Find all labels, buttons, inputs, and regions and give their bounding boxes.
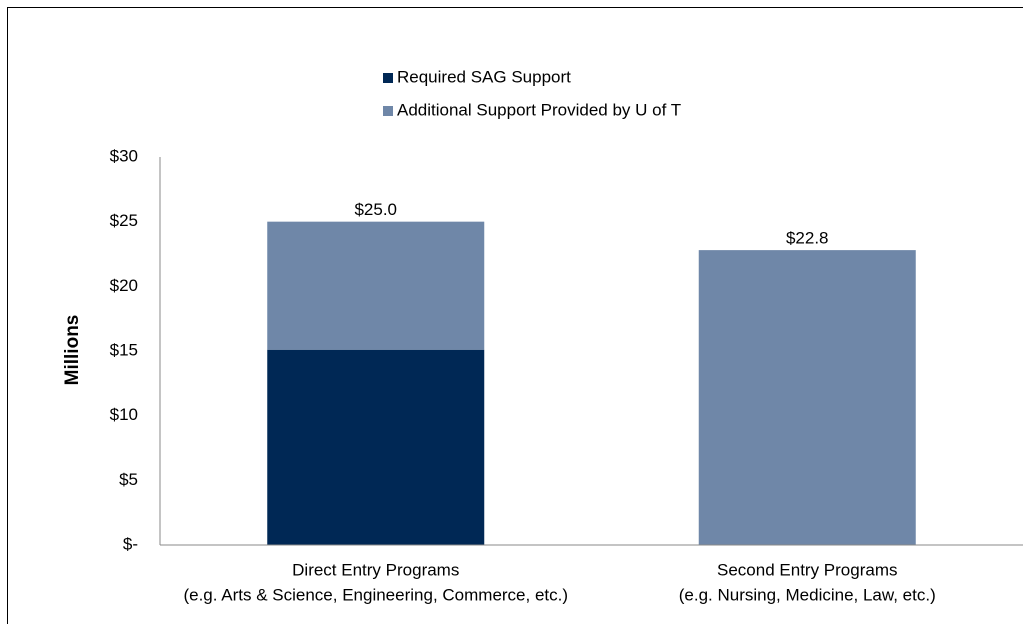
legend-label: Required SAG Support (397, 67, 571, 86)
x-tick-label: Direct Entry Programs (292, 560, 459, 579)
legend-label: Additional Support Provided by U of T (397, 100, 681, 119)
x-tick-label: Second Entry Programs (717, 560, 897, 579)
total-label: $22.8 (786, 229, 829, 248)
legend-swatch (383, 73, 393, 83)
y-axis-label: Millions (62, 315, 83, 386)
bar-segment (698, 250, 916, 545)
y-tick-label: $20 (110, 276, 138, 295)
x-tick-detail: (e.g. Nursing, Medicine, Law, etc.) (679, 585, 936, 604)
y-tick-label: $- (123, 534, 138, 553)
legend-swatch (383, 106, 393, 116)
y-tick-label: $10 (110, 405, 138, 424)
bar-segment (267, 221, 485, 350)
x-tick-detail: (e.g. Arts & Science, Engineering, Comme… (183, 585, 568, 604)
total-label: $25.0 (354, 200, 397, 219)
bar-segment (267, 349, 485, 545)
frame (7, 7, 1023, 624)
y-tick-label: $30 (110, 146, 138, 165)
y-tick-label: $15 (110, 340, 138, 359)
y-tick-label: $5 (119, 470, 138, 489)
y-tick-label: $25 (110, 211, 138, 230)
